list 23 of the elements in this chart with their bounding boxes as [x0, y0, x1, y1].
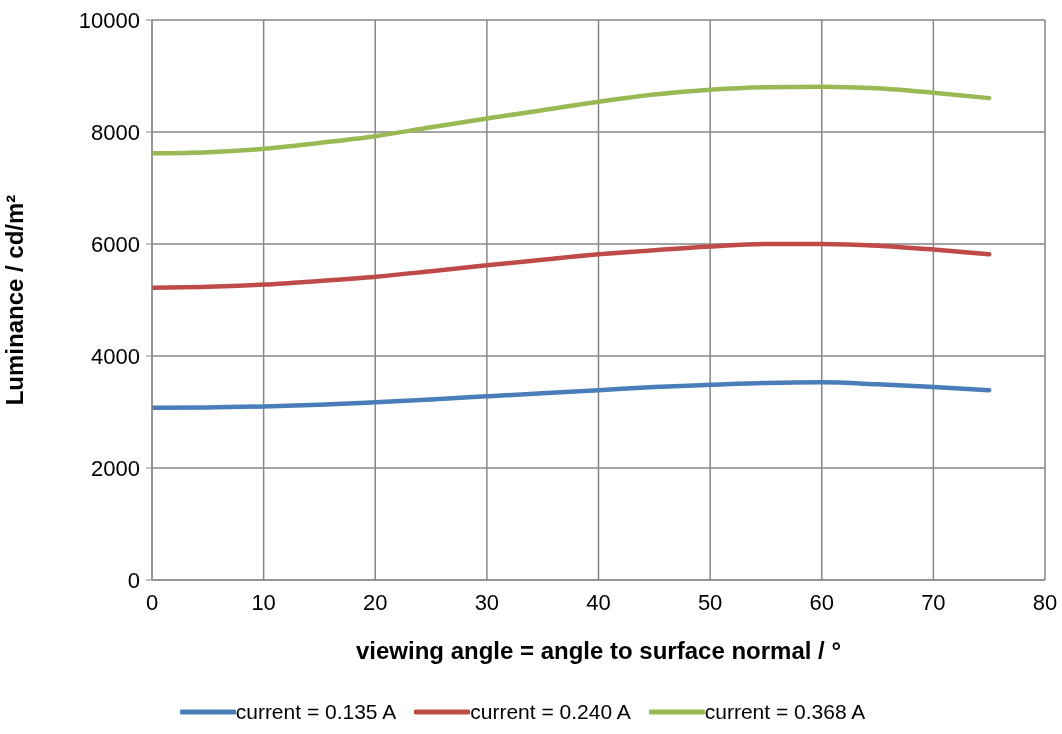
- x-tick-label: 20: [363, 589, 388, 615]
- x-tick-label: 70: [921, 589, 946, 615]
- y-tick-label: 4000: [91, 343, 140, 369]
- y-tick-label: 6000: [91, 231, 140, 257]
- legend-label: current = 0.240 A: [470, 700, 631, 724]
- line-series: [152, 241, 992, 290]
- x-tick-label: 60: [809, 589, 834, 615]
- y-tick-label: 8000: [91, 119, 140, 145]
- x-tick-label: 50: [697, 589, 723, 615]
- x-tick-label: 80: [1032, 589, 1058, 615]
- x-tick-label: 0: [145, 589, 159, 615]
- legend-label: current = 0.368 A: [704, 700, 866, 724]
- x-tick-label: 10: [251, 589, 276, 615]
- x-tick-label: 40: [586, 589, 611, 615]
- x-axis-title: viewing angle = angle to surface normal / °: [355, 637, 842, 665]
- legend-label: current = 0.135 A: [235, 700, 397, 724]
- y-tick-label: 2000: [91, 455, 140, 481]
- x-tick-label: 30: [474, 589, 500, 615]
- line-series: [152, 380, 992, 411]
- line-series: [152, 84, 992, 156]
- y-tick-label: 0: [127, 567, 140, 593]
- y-tick-label: 10000: [78, 7, 140, 33]
- y-axis-title: Luminance / cd/m²: [0, 194, 28, 406]
